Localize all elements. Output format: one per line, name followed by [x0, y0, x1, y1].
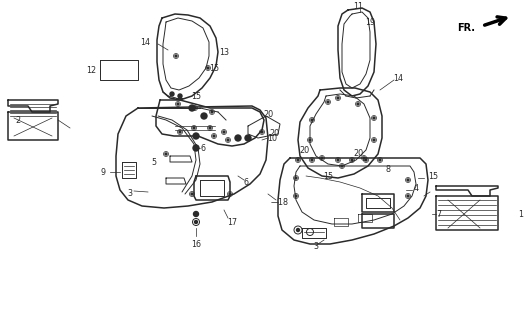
Text: 20: 20: [269, 129, 279, 138]
Circle shape: [295, 195, 297, 197]
Circle shape: [327, 101, 329, 103]
Text: 9: 9: [101, 167, 106, 177]
Circle shape: [379, 159, 381, 161]
Circle shape: [189, 105, 195, 111]
Circle shape: [363, 157, 365, 159]
Circle shape: [337, 97, 339, 99]
Circle shape: [351, 159, 353, 161]
Circle shape: [209, 127, 211, 129]
Circle shape: [213, 135, 215, 137]
Text: 14: 14: [393, 74, 403, 83]
Circle shape: [311, 159, 313, 161]
Text: 3: 3: [127, 188, 133, 197]
Circle shape: [245, 135, 251, 141]
Circle shape: [175, 55, 177, 57]
Circle shape: [407, 195, 409, 197]
Text: 5: 5: [151, 157, 157, 166]
Circle shape: [211, 111, 213, 113]
Circle shape: [179, 131, 181, 133]
Circle shape: [337, 159, 339, 161]
Circle shape: [193, 133, 199, 139]
Text: 15: 15: [209, 63, 219, 73]
Circle shape: [297, 159, 299, 161]
Text: 1: 1: [518, 210, 523, 219]
Circle shape: [311, 119, 313, 121]
Text: —18: —18: [271, 197, 289, 206]
Text: 20: 20: [353, 148, 363, 157]
Circle shape: [193, 212, 199, 217]
Circle shape: [191, 193, 193, 195]
Text: 20: 20: [263, 109, 273, 118]
Text: 15: 15: [191, 92, 201, 100]
Text: 2: 2: [15, 116, 21, 124]
Circle shape: [357, 103, 359, 105]
Circle shape: [296, 228, 299, 231]
Text: 17: 17: [227, 218, 237, 227]
Circle shape: [223, 131, 225, 133]
Circle shape: [193, 127, 195, 129]
Circle shape: [170, 92, 174, 96]
Circle shape: [309, 139, 311, 141]
Text: 10: 10: [267, 133, 277, 142]
Circle shape: [373, 139, 375, 141]
Text: 12: 12: [86, 66, 96, 75]
Circle shape: [165, 153, 167, 155]
Circle shape: [194, 107, 196, 109]
Circle shape: [193, 145, 199, 151]
Circle shape: [201, 113, 207, 119]
Circle shape: [373, 117, 375, 119]
Text: 8: 8: [386, 164, 390, 173]
Text: 7: 7: [436, 210, 441, 219]
Text: 4: 4: [414, 183, 418, 193]
Circle shape: [207, 67, 209, 69]
Text: 20: 20: [299, 146, 309, 155]
Text: 3: 3: [313, 242, 319, 251]
Circle shape: [178, 94, 182, 98]
Text: 15: 15: [323, 172, 333, 180]
Circle shape: [235, 135, 241, 141]
Text: 6: 6: [244, 178, 249, 187]
Circle shape: [341, 165, 343, 167]
Text: 16: 16: [191, 239, 201, 249]
Text: 4–6: 4–6: [193, 143, 207, 153]
Text: 14: 14: [140, 37, 150, 46]
Circle shape: [261, 131, 263, 133]
Circle shape: [321, 157, 323, 159]
Circle shape: [407, 179, 409, 181]
Text: 11: 11: [353, 2, 363, 11]
Circle shape: [177, 103, 179, 105]
Circle shape: [194, 220, 198, 223]
Text: 19: 19: [365, 18, 375, 27]
Text: 13: 13: [219, 47, 229, 57]
Text: 15: 15: [428, 172, 438, 180]
Text: FR.: FR.: [457, 23, 475, 33]
Circle shape: [295, 177, 297, 179]
Circle shape: [229, 193, 231, 195]
Circle shape: [227, 139, 229, 141]
Circle shape: [365, 159, 367, 161]
